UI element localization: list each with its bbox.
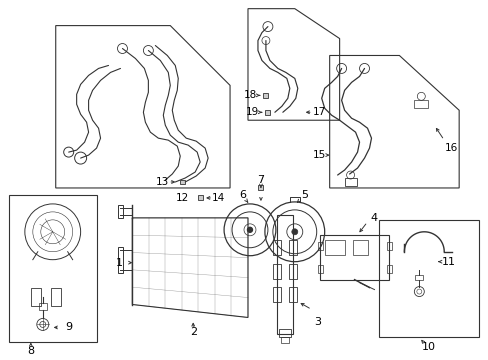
Bar	[51, 288, 61, 306]
Text: 8: 8	[27, 346, 34, 356]
Bar	[278, 329, 290, 337]
Text: 5: 5	[301, 190, 307, 200]
Bar	[288, 264, 296, 279]
Text: 9: 9	[65, 323, 72, 332]
Text: 6: 6	[239, 190, 246, 200]
Bar	[386, 265, 392, 273]
Bar	[39, 302, 47, 310]
Bar	[272, 264, 280, 279]
Circle shape	[291, 229, 297, 235]
Text: 4: 4	[370, 213, 377, 223]
Bar	[288, 287, 296, 302]
Text: 17: 17	[312, 107, 325, 117]
Bar	[31, 288, 41, 306]
Bar	[317, 265, 322, 273]
Bar	[272, 240, 280, 255]
Bar	[319, 235, 388, 280]
Text: 14: 14	[211, 193, 224, 203]
Bar	[272, 287, 280, 302]
Bar	[118, 247, 123, 273]
Text: 7: 7	[257, 175, 264, 185]
Text: 13: 13	[155, 177, 168, 187]
Bar	[118, 205, 123, 218]
Text: 18: 18	[243, 90, 256, 100]
Text: 12: 12	[175, 193, 188, 203]
Text: 16: 16	[444, 143, 457, 153]
Bar	[263, 93, 268, 98]
Bar	[386, 242, 392, 250]
Text: 2: 2	[189, 327, 196, 337]
Bar	[317, 242, 322, 250]
Text: 3: 3	[314, 318, 321, 328]
Bar	[324, 240, 344, 255]
Text: 11: 11	[441, 257, 455, 267]
Text: 15: 15	[312, 150, 325, 160]
Bar	[276, 215, 292, 334]
Bar	[197, 195, 202, 201]
Bar	[258, 185, 263, 190]
Circle shape	[247, 227, 252, 232]
Text: 10: 10	[422, 342, 435, 352]
Bar	[413, 100, 427, 108]
Text: 19: 19	[245, 107, 258, 117]
Bar	[265, 110, 270, 115]
Text: 1: 1	[116, 258, 123, 268]
Bar	[9, 195, 96, 342]
Bar	[414, 275, 423, 280]
Bar	[180, 180, 184, 184]
Bar	[280, 337, 288, 343]
Bar	[352, 240, 367, 255]
Bar	[288, 240, 296, 255]
Bar	[344, 178, 356, 186]
Bar	[379, 220, 478, 337]
